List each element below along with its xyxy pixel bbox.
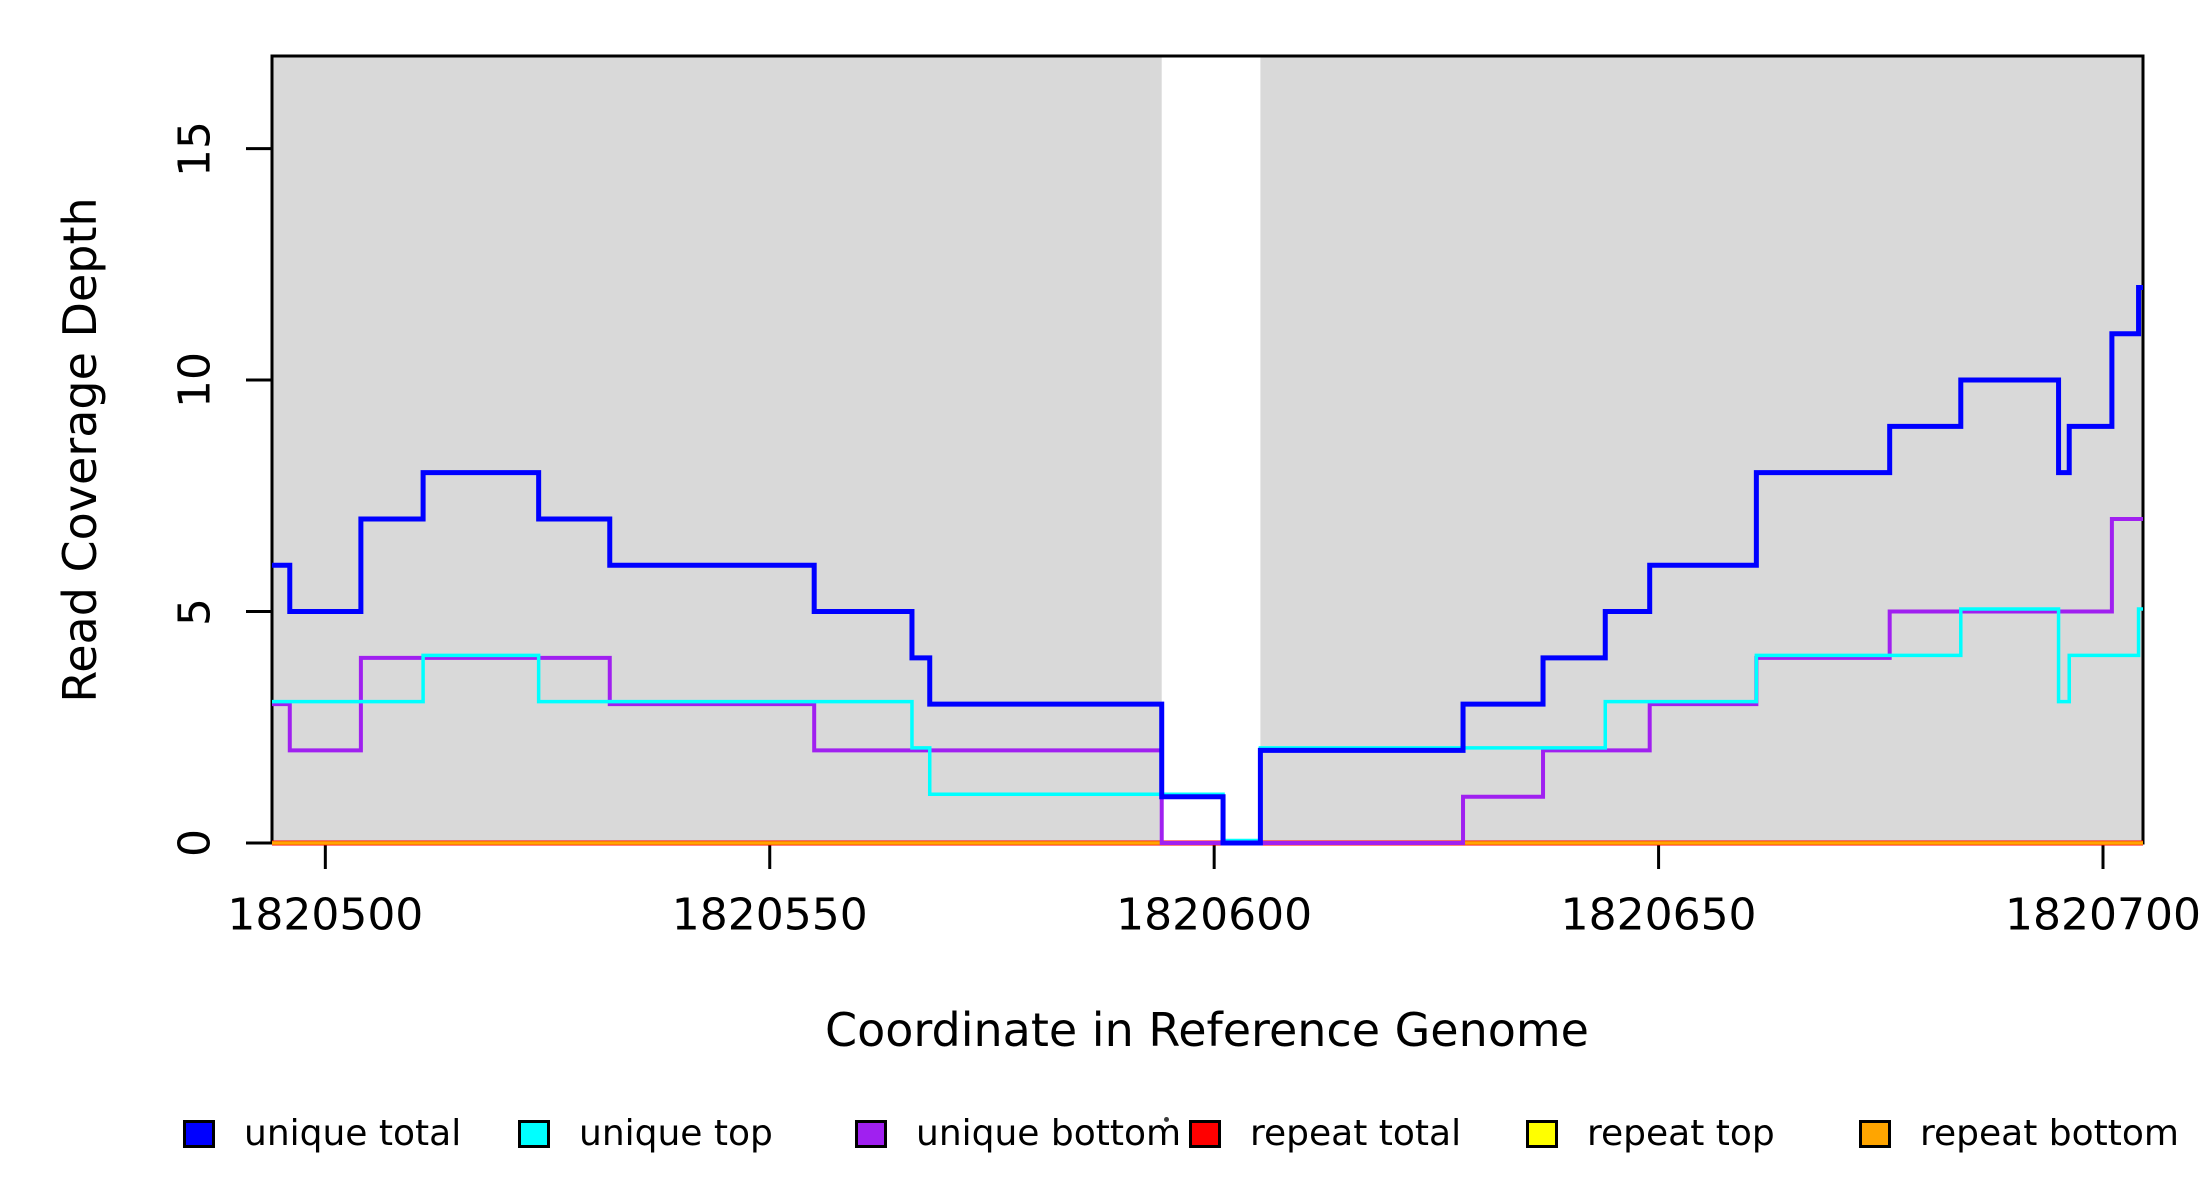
legend-label: unique total [244, 1113, 462, 1154]
y-tick-label: 0 [169, 829, 221, 857]
x-axis-title: Coordinate in Reference Genome [825, 1003, 1589, 1057]
legend: unique total unique top unique bottom re… [0, 1113, 2200, 1162]
y-tick-label: 5 [169, 597, 221, 626]
x-tick-label: 1820700 [2005, 889, 2200, 941]
y-tick-label: 15 [169, 120, 221, 177]
shaded-region [272, 56, 1162, 843]
legend-label: repeat total [1250, 1113, 1462, 1154]
y-axis-title: Read Coverage Depth [53, 197, 107, 703]
legend-item-unique-top: unique top [518, 1113, 773, 1154]
unique-top-swatch-icon [518, 1120, 550, 1148]
unique-bottom-swatch-icon [855, 1120, 887, 1148]
legend-label: repeat top [1587, 1113, 1775, 1154]
series-unique-bottom [272, 516, 2143, 845]
legend-label: unique top [579, 1113, 773, 1154]
legend-item-repeat-top: repeat top [1526, 1113, 1775, 1154]
legend-item-unique-bottom: unique bottom [855, 1113, 1182, 1154]
repeat-bottom-swatch-icon [1859, 1120, 1891, 1148]
x-tick-label: 1820600 [1116, 889, 1313, 941]
x-tick-label: 1820500 [227, 889, 424, 941]
repeat-total-swatch-icon [1189, 1120, 1221, 1148]
legend-item-repeat-total: repeat total [1189, 1113, 1462, 1154]
y-tick-label: 10 [169, 352, 221, 409]
legend-label: repeat bottom [1920, 1113, 2179, 1154]
x-tick-label: 1820550 [671, 889, 868, 941]
shaded-region [1260, 56, 2143, 843]
stray-dot [1164, 1117, 1169, 1122]
series-unique-total [272, 284, 2143, 846]
legend-item-unique-total: unique total [183, 1113, 462, 1154]
unique-total-swatch-icon [183, 1120, 215, 1148]
legend-label: unique bottom [916, 1113, 1182, 1154]
x-tick-label: 1820650 [1560, 889, 1757, 941]
repeat-top-swatch-icon [1526, 1120, 1558, 1148]
legend-item-repeat-bottom: repeat bottom [1859, 1113, 2179, 1154]
